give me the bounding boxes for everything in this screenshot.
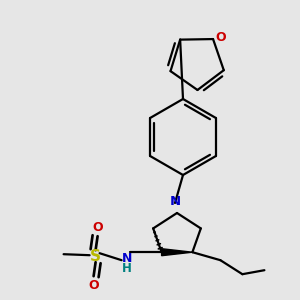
Text: O: O [92,221,103,234]
Text: O: O [216,31,226,44]
Text: H: H [122,262,131,275]
Text: N: N [122,252,132,265]
Text: S: S [90,249,101,264]
Text: N: N [169,195,181,208]
Text: O: O [88,279,99,292]
Polygon shape [162,249,192,256]
